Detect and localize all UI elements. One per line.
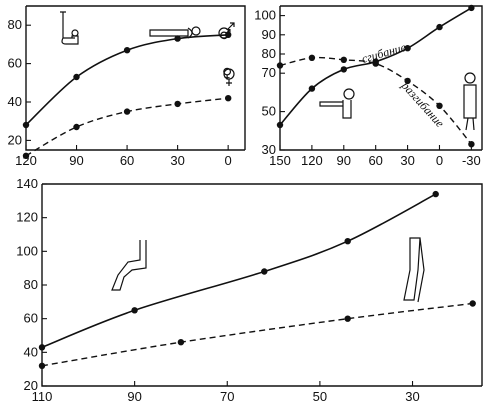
chart-1-frame: [26, 5, 246, 150]
data-point: [174, 100, 181, 108]
data-point: [404, 45, 411, 52]
data-point: [468, 4, 475, 12]
female-symbol-label: ♀: [222, 66, 232, 82]
data-point: [372, 60, 379, 67]
y-tick-label: 140: [16, 176, 38, 191]
x-tick-label: 90: [337, 153, 351, 168]
x-tick-label: 120: [15, 153, 37, 168]
data-point: [73, 123, 80, 131]
data-point: [177, 339, 185, 346]
y-tick-label: 40: [8, 94, 22, 109]
x-tick-label: 50: [313, 389, 327, 404]
y-tick-label: 40: [24, 344, 38, 359]
x-tick-label: 30: [170, 153, 184, 168]
y-tick-label: 100: [254, 8, 276, 23]
data-point: [344, 315, 351, 322]
data-point: [225, 95, 232, 102]
chart-1-axes: [25, 6, 245, 151]
data-point: [22, 121, 30, 129]
data-point: [123, 108, 131, 115]
chart-2-frame: [280, 5, 483, 150]
data-point: [131, 307, 138, 314]
data-point: [404, 77, 411, 85]
data-point: [123, 47, 131, 54]
data-point: [38, 362, 46, 369]
series-line-3-1: [41, 193, 437, 349]
data-point: [436, 102, 443, 110]
x-tick-label: -30: [462, 153, 481, 168]
data-point: [432, 190, 439, 198]
y-tick-label: 70: [262, 65, 276, 80]
data-point: [340, 56, 347, 63]
y-tick-label: 90: [262, 27, 276, 42]
x-tick-label: 60: [368, 153, 382, 168]
data-point: [38, 344, 46, 351]
standing-leg-icon: [403, 237, 425, 303]
data-point: [436, 23, 443, 31]
x-tick-label: 30: [400, 153, 414, 168]
chart-1: 20 40 60 80 120 90 60 30 0: [8, 5, 246, 168]
x-tick-label: 90: [127, 389, 141, 404]
y-tick-label: 100: [16, 243, 38, 258]
data-point: [261, 268, 268, 275]
chart-3: 20 40 60 80 100 120 140 110 90 70 50 30: [16, 176, 483, 404]
flexion-label: сгибание: [360, 40, 408, 66]
y-tick-label: 20: [8, 132, 22, 147]
y-tick-label: 20: [24, 378, 38, 393]
y-tick-label: 80: [262, 46, 276, 61]
x-tick-label: 120: [301, 153, 323, 168]
x-tick-label: 70: [220, 389, 234, 404]
x-tick-label: 110: [32, 389, 53, 404]
data-point: [468, 141, 475, 148]
data-point: [276, 62, 284, 69]
torso-figure-icon: [463, 72, 477, 131]
x-tick-label: 150: [269, 153, 291, 168]
data-point: [308, 54, 316, 61]
x-tick-label: 90: [69, 153, 83, 168]
chart-2: 30 50 70 80 90 100 150 120 90 60 30 0 -30: [254, 4, 483, 168]
y-tick-label: 120: [16, 210, 38, 225]
data-point: [469, 300, 476, 307]
series-line-3-2: [41, 302, 473, 367]
y-tick-label: 30: [262, 142, 276, 157]
data-point: [340, 66, 347, 73]
arm-flexion-icon: [60, 11, 79, 45]
x-tick-label: 30: [405, 389, 419, 404]
data-point: [174, 35, 181, 42]
y-tick-label: 60: [24, 311, 38, 326]
y-tick-label: 80: [24, 277, 38, 292]
series-line-2-2: [279, 56, 472, 145]
seated-leg-icon: [111, 240, 147, 291]
arm-forward-icon: [319, 88, 355, 119]
x-tick-label: 0: [225, 153, 232, 168]
data-point: [344, 238, 351, 245]
data-point: [276, 121, 284, 129]
data-point: [22, 152, 30, 159]
data-point: [73, 73, 80, 81]
female-symbol-icon: [223, 68, 235, 86]
x-tick-label: 60: [120, 153, 134, 168]
chart-2-axes: [279, 6, 482, 151]
data-point: [225, 31, 232, 38]
data-point: [308, 85, 316, 92]
y-tick-label: 80: [8, 17, 22, 32]
y-tick-label: 60: [8, 56, 22, 71]
x-tick-label: 0: [436, 153, 443, 168]
chart-3-frame: [42, 183, 483, 386]
y-tick-label: 50: [262, 104, 276, 119]
